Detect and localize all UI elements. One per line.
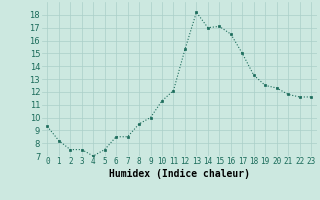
X-axis label: Humidex (Indice chaleur): Humidex (Indice chaleur)	[109, 169, 250, 179]
